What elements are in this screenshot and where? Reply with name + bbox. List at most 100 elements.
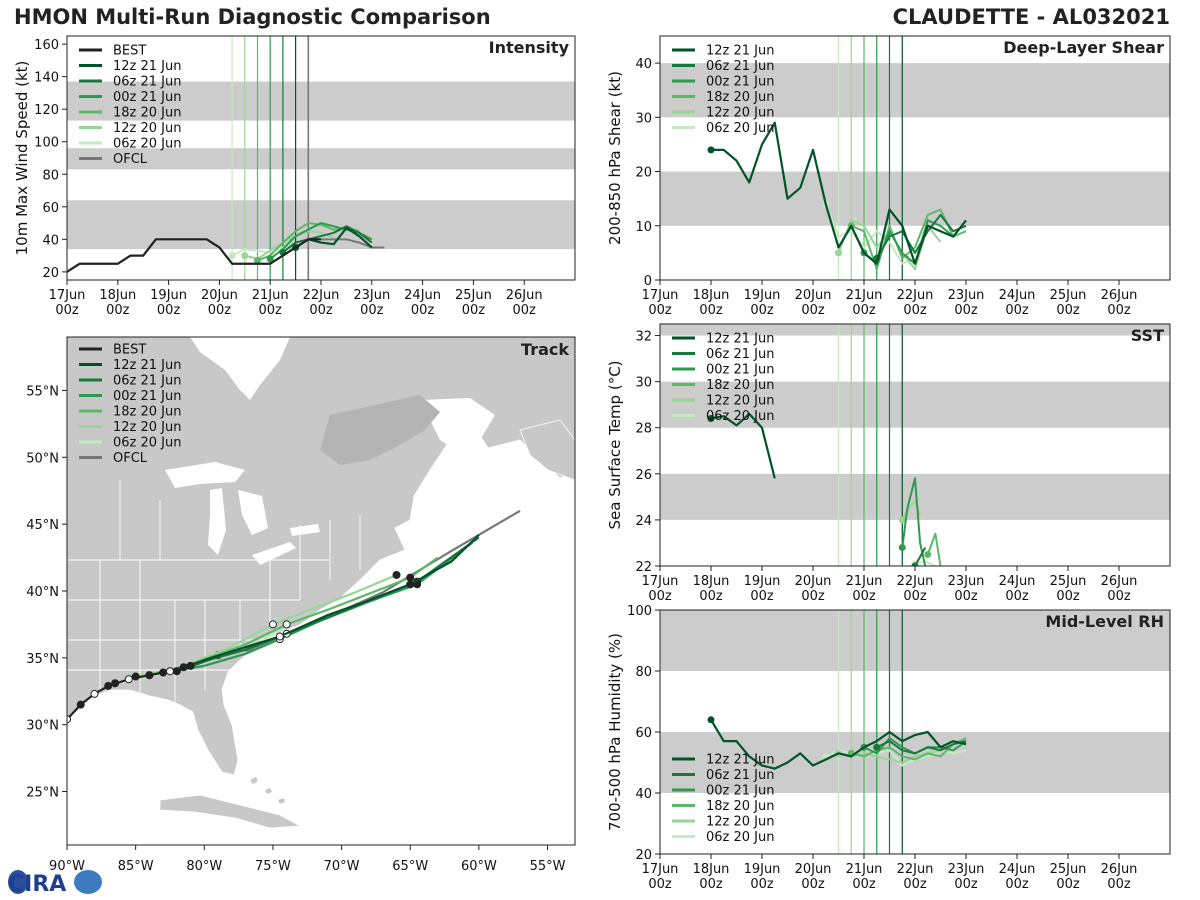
legend-label: 12z 21 Jun bbox=[706, 753, 775, 768]
legend-label: 18z 20 Jun bbox=[113, 106, 182, 121]
track-point bbox=[104, 681, 113, 690]
shear-panel: 01020304017Jun00z18Jun00z19Jun00z20Jun00… bbox=[606, 35, 1171, 318]
x-tick-label-hour: 00z bbox=[954, 303, 978, 318]
track-point bbox=[268, 620, 277, 629]
legend-label: 06z 20 Jun bbox=[113, 436, 182, 451]
panel-title: Deep-Layer Shear bbox=[1003, 38, 1164, 57]
threshold-band bbox=[67, 81, 575, 121]
series-group bbox=[707, 716, 967, 770]
series-group bbox=[707, 412, 942, 566]
legend-label: 12z 20 Jun bbox=[706, 815, 775, 830]
x-tick-label: 70°W bbox=[324, 859, 360, 874]
track-panel: 90°W 85°W 80°W 75°W 70°W 65°W 60°W 55°W 25°N 30°N… bbox=[26, 336, 576, 874]
x-tick-label-hour: 00z bbox=[1107, 303, 1131, 318]
x-tick-label-day: 21Jun bbox=[846, 574, 883, 589]
lake-superior bbox=[165, 462, 245, 488]
y-tick-label: 40 bbox=[635, 57, 652, 72]
legend-label: 06z 21 Jun bbox=[113, 374, 182, 389]
y-tick-label: 80 bbox=[635, 665, 652, 680]
rh-panel: 2040608010017Jun00z18Jun00z19Jun00z20Jun… bbox=[606, 604, 1171, 892]
lake-ontario bbox=[290, 524, 320, 536]
y-tick-label: 40 bbox=[42, 233, 59, 248]
x-tick-label-day: 18Jun bbox=[99, 288, 136, 303]
x-tick-label: 80°W bbox=[186, 859, 222, 874]
legend-label: 00z 21 Jun bbox=[706, 784, 775, 799]
hudson-bay bbox=[190, 337, 290, 400]
x-tick-label-day: 25Jun bbox=[455, 288, 492, 303]
x-tick-label-day: 25Jun bbox=[1050, 288, 1087, 303]
x-tick-label-hour: 00z bbox=[699, 303, 723, 318]
track-point bbox=[186, 661, 195, 670]
x-tick-label-hour: 00z bbox=[648, 303, 672, 318]
legend-label: 12z 20 Jun bbox=[706, 394, 775, 409]
sst-panel: 22242628303217Jun00z18Jun00z19Jun00z20Ju… bbox=[606, 323, 1171, 604]
x-tick-label-hour: 00z bbox=[903, 303, 927, 318]
x-tick-label-hour: 00z bbox=[903, 589, 927, 604]
x-tick-label-hour: 00z bbox=[1056, 877, 1080, 892]
legend-label: 06z 21 Jun bbox=[706, 347, 775, 362]
legend-label: 06z 21 Jun bbox=[706, 768, 775, 783]
track-point bbox=[406, 580, 415, 589]
x-tick-label-hour: 00z bbox=[462, 303, 486, 318]
x-tick-label-hour: 00z bbox=[648, 589, 672, 604]
x-tick-label-hour: 00z bbox=[750, 877, 774, 892]
y-tick-label: 30 bbox=[635, 376, 652, 391]
land-newfoundland bbox=[519, 419, 575, 481]
track-line bbox=[183, 534, 480, 669]
x-tick-label-day: 26Jun bbox=[1101, 288, 1138, 303]
x-tick-label-day: 17Jun bbox=[49, 288, 86, 303]
panel-title: Mid-Level RH bbox=[1045, 612, 1164, 631]
figure-title: HMON Multi-Run Diagnostic Comparison bbox=[14, 5, 491, 29]
x-tick-label-hour: 00z bbox=[852, 589, 876, 604]
x-tick-label-day: 18Jun bbox=[693, 862, 730, 877]
lake-erie bbox=[252, 542, 296, 565]
x-tick-label-day: 19Jun bbox=[744, 574, 781, 589]
x-tick-label-day: 21Jun bbox=[252, 288, 289, 303]
track-point bbox=[67, 715, 71, 724]
x-tick-label-day: 25Jun bbox=[1050, 574, 1087, 589]
legend-label: 06z 21 Jun bbox=[113, 75, 182, 90]
series-line bbox=[67, 238, 321, 273]
legend-label: 12z 21 Jun bbox=[706, 332, 775, 347]
panel-title: Track bbox=[521, 340, 569, 359]
threshold-band bbox=[660, 381, 1170, 428]
y-tick-label: 60 bbox=[42, 201, 59, 216]
x-tick-label: 55°W bbox=[530, 859, 566, 874]
x-tick-label-day: 20Jun bbox=[795, 288, 832, 303]
x-tick-label-hour: 00z bbox=[1107, 877, 1131, 892]
x-tick-label-hour: 00z bbox=[411, 303, 435, 318]
x-tick-label-day: 23Jun bbox=[948, 288, 985, 303]
legend-label: 12z 21 Jun bbox=[113, 59, 182, 74]
x-tick-label-day: 26Jun bbox=[1101, 862, 1138, 877]
track-point bbox=[282, 620, 291, 629]
x-tick-label-day: 22Jun bbox=[897, 862, 934, 877]
x-tick-label-hour: 00z bbox=[903, 877, 927, 892]
x-tick-label-hour: 00z bbox=[259, 303, 283, 318]
series-line bbox=[876, 740, 967, 755]
series-line bbox=[711, 121, 967, 265]
y-tick-label: 160 bbox=[34, 38, 59, 53]
y-tick-label: 100 bbox=[627, 604, 652, 619]
threshold-band bbox=[660, 171, 1170, 226]
legend-label: 06z 21 Jun bbox=[706, 59, 775, 74]
legend-label: BEST bbox=[113, 343, 146, 358]
x-tick-label-hour: 00z bbox=[1107, 589, 1131, 604]
x-tick-label-day: 20Jun bbox=[795, 574, 832, 589]
series-line bbox=[282, 225, 373, 254]
legend-label: 12z 20 Jun bbox=[706, 106, 775, 121]
legend-label: 06z 20 Jun bbox=[113, 137, 182, 152]
x-tick-label: 60°W bbox=[461, 859, 497, 874]
legend-label: 00z 21 Jun bbox=[113, 389, 182, 404]
legend-label: 06z 20 Jun bbox=[706, 830, 775, 845]
legend-label: 00z 21 Jun bbox=[706, 363, 775, 378]
y-tick-label: 20 bbox=[42, 266, 59, 281]
legend-label: 18z 20 Jun bbox=[706, 90, 775, 105]
threshold-band bbox=[660, 324, 1170, 336]
y-tick-label: 24 bbox=[635, 514, 652, 529]
init-point bbox=[266, 255, 274, 263]
init-point bbox=[898, 516, 906, 524]
x-tick-label-day: 23Jun bbox=[948, 862, 985, 877]
y-axis-label: 200-850 hPa Shear (kt) bbox=[606, 71, 624, 245]
y-tick-label: 10 bbox=[635, 220, 652, 235]
init-point bbox=[898, 544, 906, 552]
